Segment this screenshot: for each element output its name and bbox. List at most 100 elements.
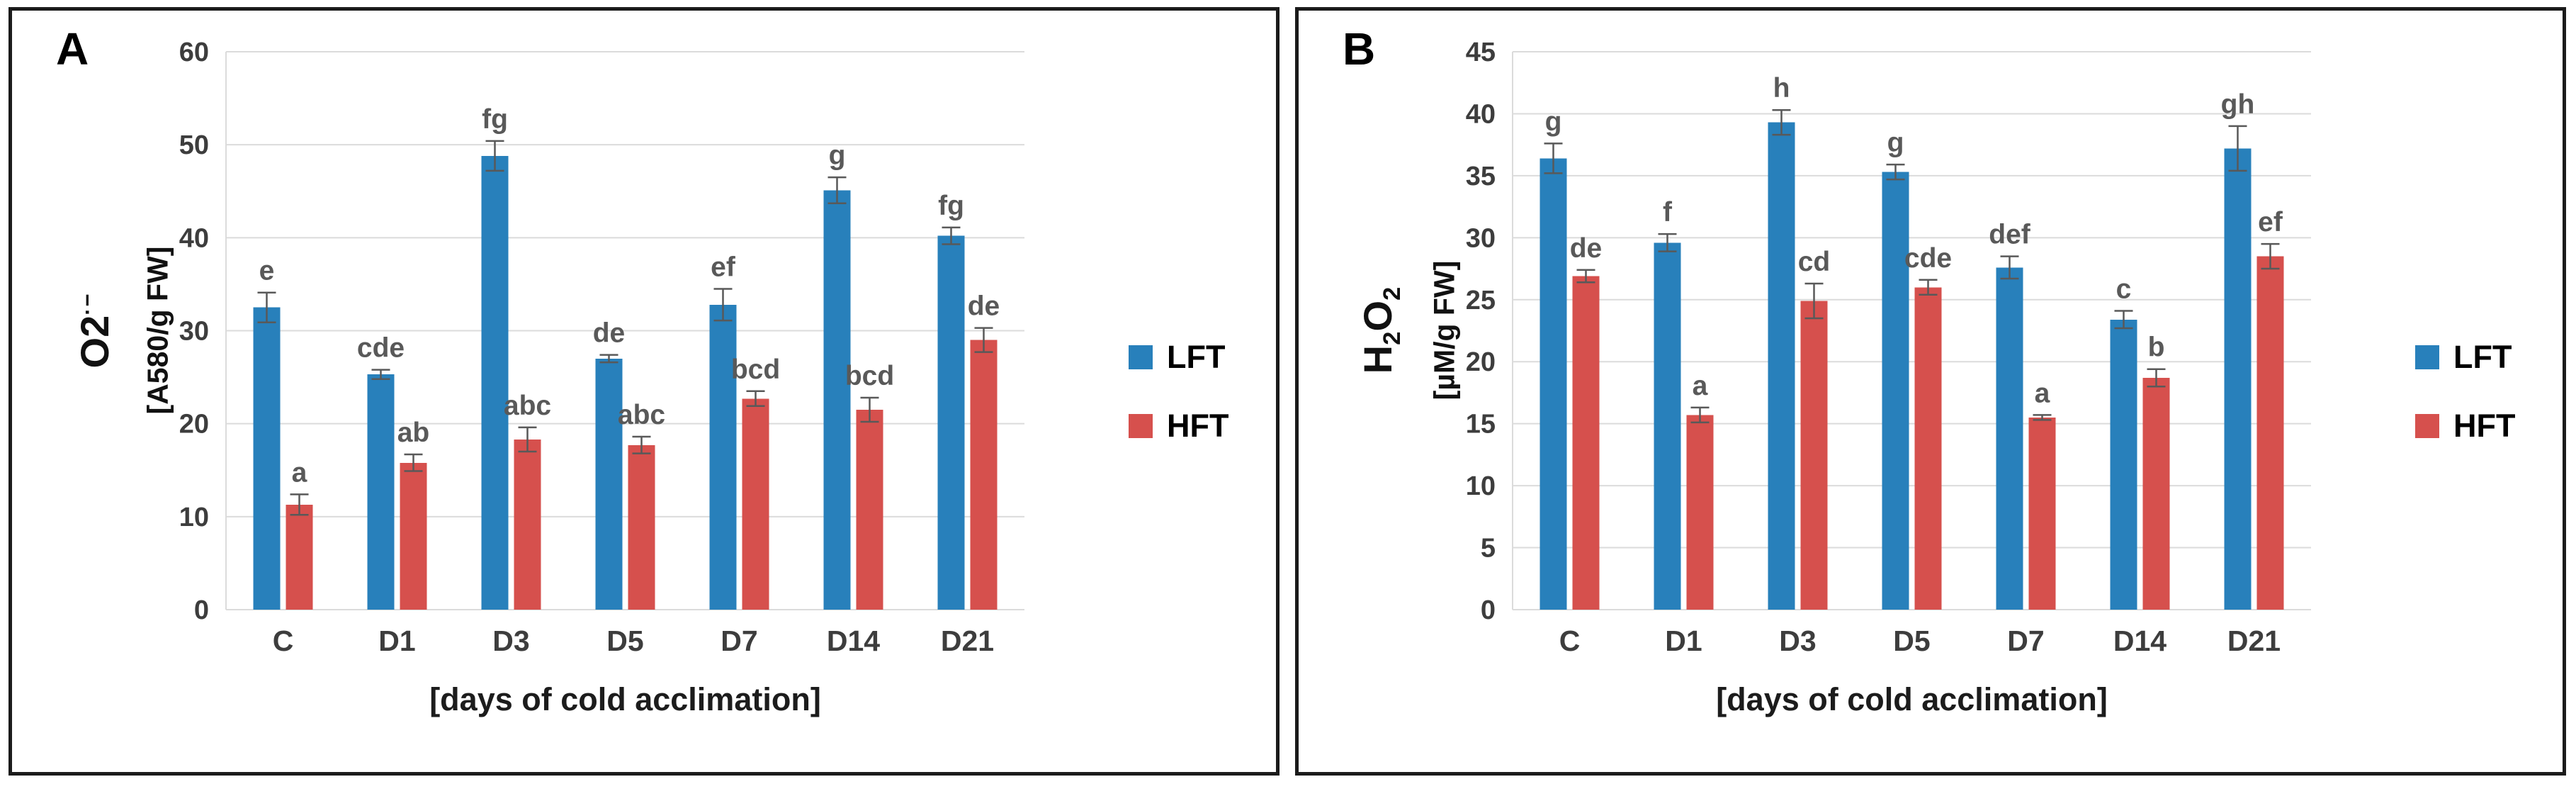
- significance-letter: g: [1887, 128, 1904, 158]
- legend: LFT HFT: [2415, 341, 2515, 479]
- bar-lft-d3: [1768, 122, 1795, 610]
- bar-lft-c: [253, 307, 281, 610]
- significance-letter: cd: [1798, 247, 1831, 277]
- bar-lft-c: [1540, 158, 1567, 610]
- bar-hft-d3: [514, 439, 541, 610]
- bar-hft-d21: [970, 340, 998, 610]
- y-axis-unit: [A580/g FW]: [141, 246, 174, 415]
- y-tick-label: 25: [1466, 286, 1496, 315]
- bar-lft-d14: [2110, 319, 2137, 610]
- significance-letter: b: [2148, 332, 2165, 363]
- significance-letter: fg: [938, 191, 964, 221]
- x-category-label: D1: [1665, 625, 1702, 657]
- y-tick-label: 30: [1466, 223, 1496, 253]
- x-category-label: D21: [2227, 625, 2281, 657]
- panel-label: A: [56, 23, 89, 74]
- lft-swatch-icon: [1129, 345, 1153, 369]
- significance-letter: g: [829, 140, 846, 171]
- x-category-label: D3: [492, 625, 529, 657]
- y-tick-label: 20: [179, 410, 209, 440]
- bar-lft-d21: [2224, 148, 2252, 610]
- significance-letter: de: [593, 318, 626, 349]
- significance-letter: a: [1693, 371, 1708, 401]
- legend: LFT HFT: [1129, 341, 1228, 479]
- y-tick-label: 15: [1466, 410, 1496, 440]
- significance-letter: bcd: [731, 354, 780, 385]
- bar-lft-d14: [823, 190, 851, 610]
- significance-letter: de: [1570, 233, 1603, 264]
- significance-letter: fg: [482, 104, 508, 135]
- significance-letter: c: [2116, 274, 2132, 305]
- y-tick-label: 10: [179, 503, 209, 532]
- y-title-sub1: 2: [1379, 331, 1406, 345]
- significance-letter: abc: [618, 400, 665, 430]
- y-tick-label: 5: [1481, 534, 1496, 564]
- bar-hft-c: [1572, 276, 1600, 610]
- significance-letter: g: [1545, 106, 1562, 137]
- significance-letter: bcd: [845, 361, 894, 391]
- lft-swatch-icon: [2415, 345, 2439, 369]
- hft-swatch-icon: [1129, 413, 1153, 438]
- significance-letter: a: [292, 457, 307, 488]
- bar-hft-c: [286, 504, 313, 610]
- legend-item-hft: HFT: [2415, 410, 2515, 442]
- y-title-h: H: [1355, 345, 1401, 374]
- legend-label-lft: LFT: [1167, 339, 1226, 375]
- x-category-label: D3: [1779, 625, 1816, 657]
- bar-hft-d5: [628, 444, 655, 610]
- bar-hft-d1: [400, 462, 427, 610]
- legend-item-hft: HFT: [1129, 410, 1228, 442]
- bar-hft-d3: [1800, 301, 1828, 610]
- significance-letter: cde: [1904, 243, 1952, 274]
- bar-lft-d3: [481, 155, 509, 610]
- bar-lft-d5: [1882, 172, 1909, 610]
- bar-lft-d7: [1996, 267, 2023, 610]
- significance-letter: h: [1773, 73, 1790, 103]
- chart-plot-area: 0 5 10 15 20 25 30 35 40 45 Cg de D1 f a D3 h cd D5 g cde D7 d…: [1466, 38, 2311, 657]
- x-category-label: D7: [721, 625, 757, 657]
- hft-swatch-icon: [2415, 413, 2439, 438]
- x-axis-title: [days of cold acclimation]: [429, 681, 821, 717]
- bar-lft-d1: [367, 374, 395, 610]
- legend-label-hft: HFT: [1167, 408, 1229, 444]
- bar-hft-d21: [2256, 256, 2284, 610]
- y-tick-label: 0: [194, 595, 209, 625]
- x-category-label: D5: [606, 625, 643, 657]
- legend-label-hft: HFT: [2453, 408, 2516, 444]
- y-axis-unit: [µM/g FW]: [1428, 260, 1461, 401]
- significance-letter: ef: [711, 252, 736, 282]
- significance-letter: def: [1989, 220, 2031, 250]
- y-tick-label: 30: [179, 317, 209, 347]
- significance-letter: f: [1663, 197, 1673, 228]
- x-category-label: D7: [2007, 625, 2044, 657]
- x-category-label: C: [1559, 625, 1581, 657]
- significance-letter: ef: [2258, 207, 2283, 237]
- bar-hft-d5: [1914, 287, 1942, 610]
- legend-item-lft: LFT: [2415, 341, 2515, 373]
- significance-letter: e: [259, 256, 275, 286]
- y-tick-label: 40: [179, 223, 209, 253]
- bar-hft-d7: [742, 398, 769, 610]
- y-title-sub2: 2: [1379, 286, 1406, 301]
- y-axis-title: O2·−: [72, 292, 117, 369]
- bar-lft-d7: [709, 304, 737, 610]
- bar-lft-d1: [1654, 242, 1681, 610]
- bar-lft-d21: [937, 235, 965, 610]
- significance-letter: gh: [2221, 89, 2255, 120]
- y-tick-label: 40: [1466, 99, 1496, 129]
- x-category-label: D1: [378, 625, 415, 657]
- x-category-label: D5: [1893, 625, 1930, 657]
- chart-plot-area: 0 10 20 30 40 50 60 Ce a D1 cde ab D3 fg abc D5 de abc D7 e…: [179, 38, 1024, 657]
- legend-label-lft: LFT: [2453, 339, 2512, 375]
- bar-hft-d14: [856, 409, 883, 610]
- bar-hft-d14: [2142, 377, 2170, 610]
- y-title-radical-sup: ·−: [74, 292, 100, 315]
- y-tick-label: 60: [179, 38, 209, 67]
- y-tick-label: 20: [1466, 347, 1496, 377]
- significance-letter: de: [968, 291, 1000, 322]
- significance-letter: abc: [504, 391, 551, 421]
- x-category-label: C: [273, 625, 294, 657]
- bar-lft-d5: [595, 358, 623, 610]
